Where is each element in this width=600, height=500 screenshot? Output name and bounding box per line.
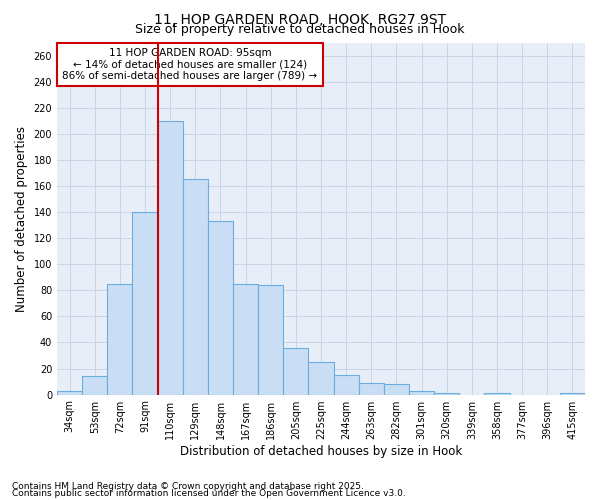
- Text: Size of property relative to detached houses in Hook: Size of property relative to detached ho…: [135, 22, 465, 36]
- Bar: [133, 212, 158, 394]
- Bar: [183, 180, 208, 394]
- Text: Contains HM Land Registry data © Crown copyright and database right 2025.: Contains HM Land Registry data © Crown c…: [12, 482, 364, 491]
- X-axis label: Distribution of detached houses by size in Hook: Distribution of detached houses by size …: [180, 444, 462, 458]
- Bar: [158, 120, 183, 394]
- Bar: [359, 383, 384, 394]
- Bar: [334, 375, 359, 394]
- Y-axis label: Number of detached properties: Number of detached properties: [15, 126, 28, 312]
- Text: 11 HOP GARDEN ROAD: 95sqm
← 14% of detached houses are smaller (124)
86% of semi: 11 HOP GARDEN ROAD: 95sqm ← 14% of detac…: [62, 48, 317, 81]
- Text: Contains public sector information licensed under the Open Government Licence v3: Contains public sector information licen…: [12, 489, 406, 498]
- Text: 11, HOP GARDEN ROAD, HOOK, RG27 9ST: 11, HOP GARDEN ROAD, HOOK, RG27 9ST: [154, 12, 446, 26]
- Bar: [208, 221, 233, 394]
- Bar: [107, 284, 133, 395]
- Bar: [82, 376, 107, 394]
- Bar: [283, 348, 308, 395]
- Bar: [57, 390, 82, 394]
- Bar: [258, 285, 283, 395]
- Bar: [308, 362, 334, 394]
- Bar: [409, 390, 434, 394]
- Bar: [384, 384, 409, 394]
- Bar: [233, 284, 258, 395]
